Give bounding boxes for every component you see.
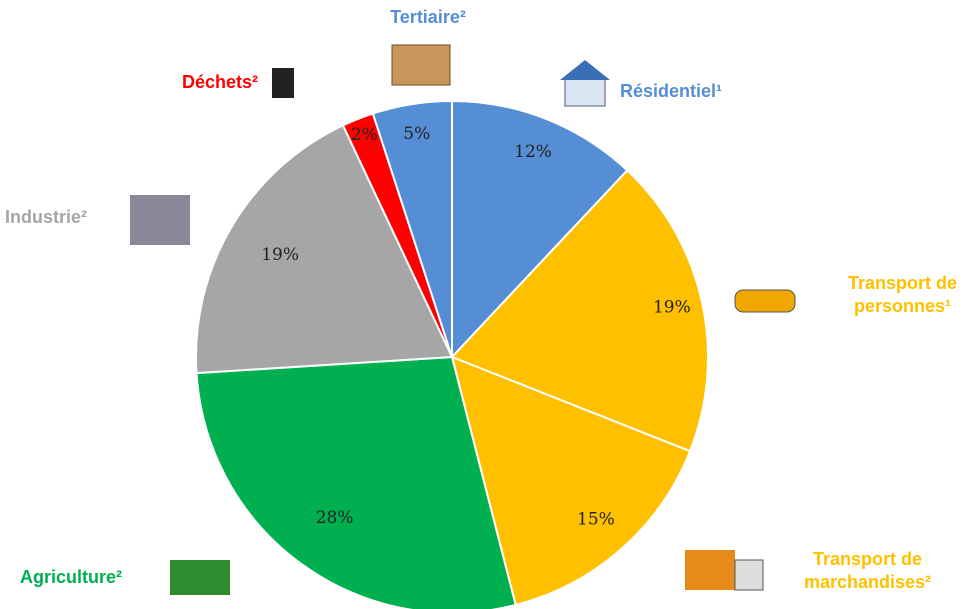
category-label: Agriculture²: [20, 566, 170, 589]
value-label: 28%: [316, 508, 354, 528]
car-icon: [735, 290, 795, 312]
value-label: 12%: [514, 142, 552, 162]
desk-icon: [392, 45, 450, 85]
category-label: Déchets²: [160, 71, 280, 94]
category-label: Transport de personnes¹: [820, 272, 970, 318]
category-label: Résidentiel¹: [620, 80, 770, 103]
value-label: 19%: [653, 297, 691, 317]
tractor-icon: [170, 560, 230, 595]
page: 12%19%15%28%19%2%5% (() => { const data …: [0, 0, 970, 609]
truck-cab: [735, 560, 763, 590]
value-label: 5%: [403, 124, 430, 144]
category-label: Tertiaire²: [368, 6, 488, 29]
factory-icon: [130, 195, 190, 245]
value-label: 15%: [577, 510, 615, 530]
house-icon: [565, 78, 605, 106]
truck-icon: [685, 550, 735, 590]
value-label: 19%: [261, 245, 299, 265]
value-label: 2%: [351, 125, 378, 145]
category-label: Transport de marchandises²: [785, 548, 950, 594]
category-label: Industrie²: [5, 206, 135, 229]
house-roof: [560, 60, 610, 80]
